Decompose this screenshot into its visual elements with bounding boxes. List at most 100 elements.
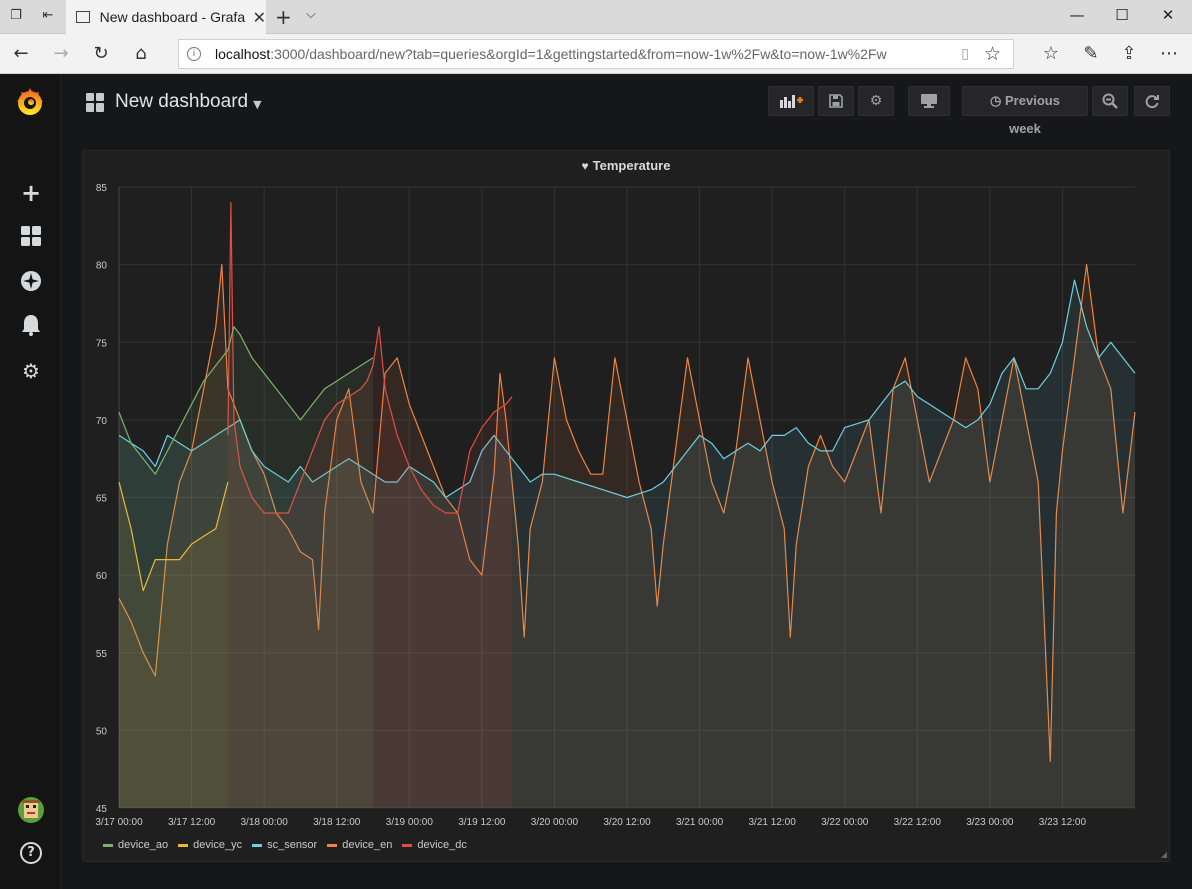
y-tick-label: 75 (96, 338, 108, 349)
legend-label: device_ao (118, 839, 169, 851)
page-icon (76, 11, 90, 23)
close-tab-icon[interactable]: ✕ (252, 7, 266, 27)
create-plus-icon[interactable]: + (20, 179, 42, 207)
maximize-icon[interactable]: ☐ (1115, 6, 1129, 24)
x-tick-label: 3/20 00:00 (531, 817, 579, 828)
dashboard-grid-icon (86, 92, 105, 112)
legend-swatch (178, 843, 189, 847)
share-icon[interactable]: ⇪ (1121, 43, 1137, 64)
y-tick-label: 70 (96, 416, 108, 427)
series-line-device_ao (118, 326, 374, 475)
y-tick-label: 45 (96, 804, 108, 815)
heart-icon: ♥ (581, 159, 589, 173)
back-icon[interactable]: ← (13, 43, 29, 64)
zoom-out-icon[interactable] (1092, 86, 1128, 116)
avatar[interactable] (18, 797, 44, 823)
time-picker-button[interactable]: ◷ Previous week (962, 86, 1088, 136)
y-tick-label: 85 (96, 183, 108, 194)
more-icon[interactable]: ⋯ (1160, 43, 1178, 64)
forward-icon[interactable]: → (53, 43, 69, 64)
x-tick-label: 3/19 00:00 (386, 817, 434, 828)
series-area-device_en (119, 264, 1135, 809)
series-line-device_en (118, 264, 1136, 762)
explore-compass-icon[interactable] (18, 270, 44, 296)
x-tick-label: 3/18 00:00 (241, 817, 289, 828)
minimize-icon[interactable]: — (1069, 6, 1085, 24)
dashboard-main: New dashboard ▼ ⚙ ◷ Previous week ♥ Tempe… (62, 74, 1192, 889)
close-window-icon[interactable]: ✕ (1161, 6, 1175, 24)
legend-swatch (103, 843, 113, 847)
y-tick-label: 60 (96, 571, 108, 582)
tv-mode-icon[interactable] (908, 86, 950, 116)
reading-view-icon[interactable]: ▯ (961, 46, 969, 62)
series-line-sc_sensor (118, 279, 1136, 499)
url-text: localhost:3000/dashboard/new?tab=queries… (215, 46, 887, 62)
graph-panel[interactable]: ♥ Temperature 85 80 75 70 65 60 55 50 45 3/17 00:0… (82, 150, 1170, 862)
chevron-down-icon[interactable]: ⌵ (306, 7, 316, 22)
legend-swatch (402, 843, 413, 847)
resize-handle-icon[interactable]: ◢ (1160, 850, 1167, 859)
address-bar[interactable]: i localhost:3000/dashboard/new?tab=queri… (178, 39, 1014, 69)
new-tab-icon[interactable]: + (275, 5, 292, 29)
info-icon[interactable]: i (187, 47, 201, 61)
tab-overview-icon[interactable]: ❐ (10, 8, 22, 23)
y-tick-label: 55 (96, 649, 108, 660)
home-icon[interactable]: ⌂ (135, 43, 147, 64)
dashboard-title: New dashboard (115, 91, 249, 112)
x-tick-label: 3/20 12:00 (603, 817, 651, 828)
alerting-bell-icon[interactable] (18, 314, 44, 340)
series-line-device_yc (118, 481, 229, 592)
panel-title: Temperature (592, 158, 671, 173)
x-tick-label: 3/23 00:00 (966, 817, 1014, 828)
save-dashboard-button[interactable] (818, 86, 854, 116)
favorites-icon[interactable]: ☆ (1042, 43, 1060, 64)
pen-icon[interactable]: ✎ (1083, 43, 1099, 64)
legend-label: device_en (342, 839, 393, 851)
x-tick-label: 3/22 12:00 (894, 817, 942, 828)
panel-header[interactable]: ♥ Temperature (83, 158, 1169, 173)
legend: device_ao device_yc sc_sensor device_en devi… (103, 839, 477, 851)
series-area-device_dc (227, 202, 513, 808)
x-tick-label: 3/17 00:00 (95, 817, 143, 828)
legend-swatch (327, 843, 338, 847)
x-tick-label: 3/22 00:00 (821, 817, 869, 828)
help-icon[interactable]: ? (20, 842, 42, 864)
browser-tab-bar: ❐ ⇤ New dashboard - Grafana ✕ + ⌵ — ☐ ✕ (0, 0, 1192, 34)
favorite-star-icon[interactable]: ☆ (983, 43, 1001, 65)
series-line-device_dc (227, 201, 513, 514)
settings-gear-icon[interactable]: ⚙ (858, 86, 894, 116)
series-area-sc_sensor (119, 280, 1135, 809)
legend-item-device_yc[interactable]: device_yc (178, 839, 242, 851)
legend-label: sc_sensor (267, 839, 318, 851)
x-tick-label: 3/21 12:00 (749, 817, 797, 828)
series-area-device_yc (119, 482, 228, 808)
legend-swatch (252, 843, 263, 847)
clock-icon: ◷ (990, 93, 1002, 108)
add-panel-button[interactable] (768, 86, 814, 116)
legend-item-device_en[interactable]: device_en (327, 839, 392, 851)
set-aside-tabs-icon[interactable]: ⇤ (42, 8, 54, 23)
legend-label: device_dc (417, 839, 467, 851)
side-menu: + ⚙ ? (0, 74, 61, 889)
refresh-dashboard-icon[interactable] (1134, 86, 1170, 116)
x-tick-label: 3/18 12:00 (313, 817, 361, 828)
browser-nav-bar: ← → ↻ ⌂ i localhost:3000/dashboard/new?t… (0, 34, 1192, 74)
y-tick-label: 65 (96, 494, 108, 505)
dashboards-icon[interactable] (18, 225, 44, 251)
legend-item-sc_sensor[interactable]: sc_sensor (252, 839, 317, 851)
legend-item-device_dc[interactable]: device_dc (402, 839, 467, 851)
y-tick-label: 50 (96, 726, 108, 737)
configuration-gear-icon[interactable]: ⚙ (22, 359, 40, 383)
grafana-logo-icon[interactable] (14, 86, 46, 118)
dashboard-picker[interactable]: New dashboard ▼ (86, 91, 262, 113)
browser-tab[interactable]: New dashboard - Grafana ✕ (66, 0, 266, 34)
series-area-device_ao (119, 326, 373, 808)
tab-title: New dashboard - Grafana (99, 9, 245, 25)
refresh-icon[interactable]: ↻ (93, 43, 109, 64)
temperature-graph[interactable]: 85 80 75 70 65 60 55 50 45 3/17 00:00 3/17 12:00 3/… (83, 151, 1171, 863)
x-tick-label: 3/23 12:00 (1039, 817, 1087, 828)
time-range-label: Previous week (1005, 93, 1060, 136)
caret-down-icon: ▼ (253, 97, 262, 111)
y-tick-label: 80 (96, 261, 108, 272)
legend-item-device_ao[interactable]: device_ao (103, 839, 168, 851)
